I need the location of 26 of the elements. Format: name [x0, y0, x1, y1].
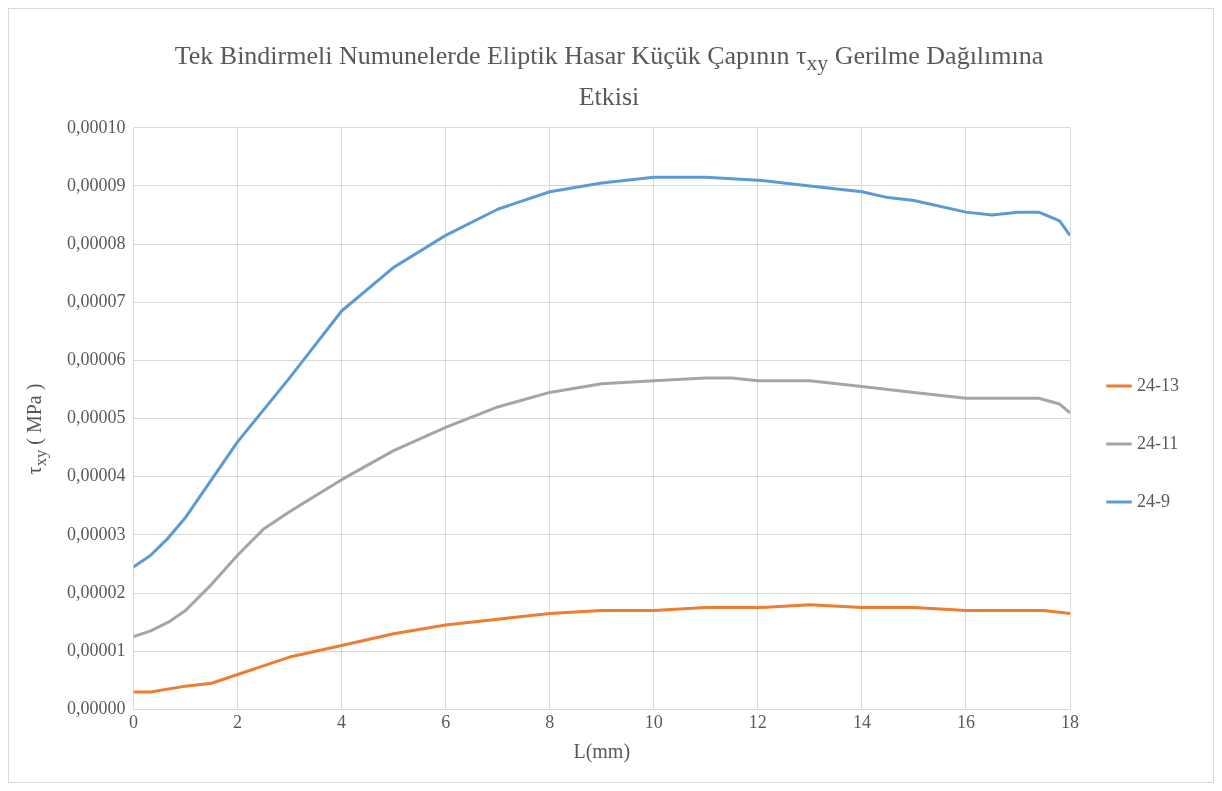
y-tick-label: 0,00007: [67, 291, 126, 312]
y-tick-label: 0,00001: [67, 639, 126, 660]
x-tick-label: 6: [441, 711, 451, 732]
y-tick-label: 0,00005: [67, 407, 126, 428]
y-tick-label: 0,00006: [67, 349, 126, 370]
legend-label: 24-11: [1137, 432, 1179, 453]
y-tick-label: 0,00010: [67, 116, 126, 137]
y-tick-label: 0,00002: [67, 581, 126, 602]
x-tick-label: 14: [852, 711, 871, 732]
legend-label: 24-9: [1137, 490, 1171, 511]
x-tick-label: 2: [233, 711, 243, 732]
x-tick-label: 16: [956, 711, 975, 732]
y-tick-label: 0,00004: [67, 465, 126, 486]
x-tick-label: 18: [1061, 711, 1080, 732]
x-tick-label: 4: [337, 711, 347, 732]
y-tick-label: 0,00003: [67, 523, 126, 544]
x-tick-label: 0: [129, 711, 138, 732]
x-tick-label: 10: [644, 711, 663, 732]
x-tick-label: 8: [545, 711, 555, 732]
x-axis-title: L(mm): [573, 740, 631, 764]
y-tick-label: 0,00009: [67, 174, 126, 195]
x-tick-label: 12: [748, 711, 767, 732]
chart-title: Tek Bindirmeli Numunelerde Eliptik Hasar Küçük Çapının τ$_{xy}$ Gerilme Dağılımına Etkisi: [174, 41, 1044, 112]
y-tick-label: 0,00008: [67, 232, 126, 253]
legend-label: 24-13: [1137, 374, 1180, 395]
y-tick-label: 0,00000: [67, 698, 126, 719]
